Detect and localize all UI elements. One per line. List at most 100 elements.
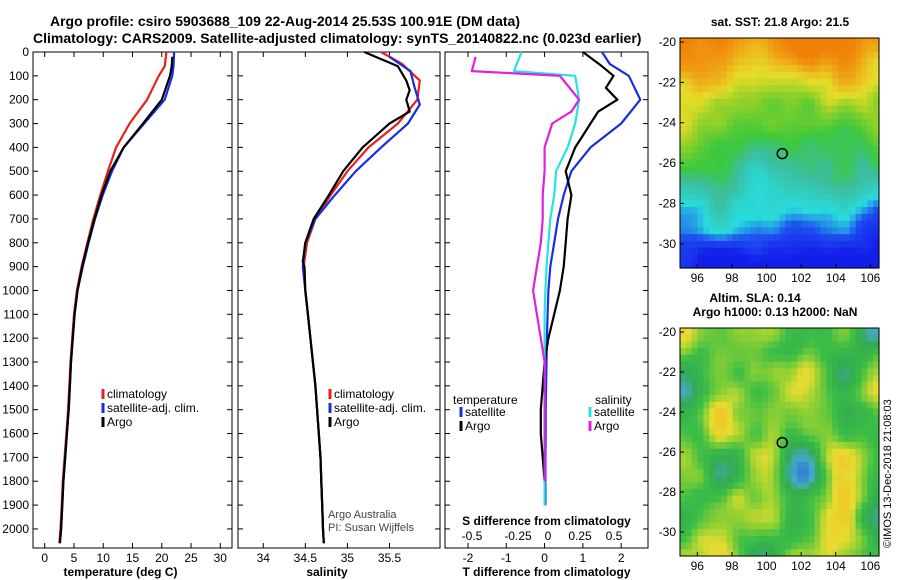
sst-map-cell <box>797 186 804 195</box>
sst-map-cell <box>855 220 863 229</box>
sla-map-cell <box>744 341 751 349</box>
sla-map-cell <box>680 354 687 363</box>
sst-map-cell <box>680 44 687 53</box>
sla-map-cell <box>849 549 857 557</box>
sst-map-cell <box>761 213 769 222</box>
sla-map-cell <box>738 388 745 396</box>
sst-map-cell <box>726 213 734 222</box>
sla-map-cell <box>779 368 786 376</box>
sla-map-cell <box>838 515 845 524</box>
sla-map-cell <box>761 542 769 550</box>
sst-map-cell <box>726 200 734 208</box>
sst-map-cell <box>867 200 874 208</box>
sla-map-cell <box>826 502 833 510</box>
sla-map-cell <box>685 421 693 430</box>
sla-map-cell <box>709 515 716 524</box>
sla-map-cell <box>808 401 816 410</box>
sla-map-cell <box>861 482 868 490</box>
sst-map-cell <box>720 173 728 181</box>
sst-map-cell <box>785 105 792 114</box>
sst-map-cell <box>855 261 863 269</box>
sst-map-cell <box>838 186 845 195</box>
sst-map-cell <box>826 186 833 195</box>
sst-map-cell <box>703 132 710 141</box>
sla-map-cell <box>703 529 710 537</box>
sla-map-cell <box>756 354 763 363</box>
sst-map-cell <box>838 85 845 93</box>
sst-map-cell <box>849 159 857 168</box>
sla-map-cell <box>791 455 798 463</box>
sst-map-cell <box>697 254 705 262</box>
sla-map-cell <box>779 455 786 463</box>
sla-map-cell <box>761 488 769 497</box>
sst-map-cell <box>750 153 757 161</box>
x-axis-label: salinity <box>306 565 348 579</box>
sla-map-cell <box>849 381 857 389</box>
sla-map-cell <box>791 488 798 497</box>
sst-map-cell <box>691 38 699 46</box>
x-tick-label: 10 <box>97 551 111 565</box>
sla-map-cell <box>797 428 804 436</box>
sla-map-cell <box>838 475 845 483</box>
sla-map-cell <box>756 368 763 376</box>
sla-map-cell <box>861 421 868 430</box>
sst-map-cell <box>685 139 693 147</box>
sla-map-cell <box>720 448 728 457</box>
sla-map-cell <box>691 408 699 416</box>
sst-map-cell <box>691 146 699 154</box>
sla-map-cell <box>703 462 710 470</box>
sla-map-cell <box>680 542 687 550</box>
sla-map-cell <box>873 428 880 436</box>
sst-map-cell <box>849 58 857 66</box>
sst-map-cell <box>855 44 863 53</box>
sla-map-cell <box>849 428 857 436</box>
sla-map-cell <box>761 348 769 356</box>
sla-map-cell <box>680 341 687 349</box>
sla-map-cell <box>820 374 827 383</box>
sst-map-cell <box>855 112 863 120</box>
sla-map-cell <box>709 488 716 497</box>
sst-map-cell <box>814 234 822 242</box>
sla-map-cell <box>761 334 769 343</box>
sst-map-cell <box>685 200 693 208</box>
sst-map-cell <box>861 125 868 134</box>
sst-map-cell <box>873 119 880 127</box>
sla-map-cell <box>832 415 839 423</box>
sla-map-cell <box>826 428 833 436</box>
sst-map-cell <box>797 247 804 256</box>
sla-map-cell <box>797 334 804 343</box>
sst-map-cell <box>855 146 863 154</box>
sla-map-cell <box>797 482 804 490</box>
sst-map-cell <box>820 159 827 168</box>
sst-map-cell <box>697 240 705 249</box>
sla-map-cell <box>873 475 880 483</box>
sla-map-cell <box>750 482 757 490</box>
sla-map-cell <box>820 435 827 443</box>
depth-tick-label: 900 <box>9 260 29 274</box>
sla-map-cell <box>715 328 722 336</box>
sst-map-cell <box>797 38 804 46</box>
sst-map-cell <box>709 159 716 168</box>
sla-map-cell <box>832 442 839 450</box>
sst-map-cell <box>750 58 757 66</box>
sla-map-cell <box>697 509 705 517</box>
sst-map-cell <box>832 207 839 215</box>
sst-map-cell <box>726 139 734 147</box>
sst-map-cell <box>808 112 816 120</box>
sst-map-cell <box>744 180 751 188</box>
sla-map-cell <box>680 361 687 369</box>
sla-map-cell <box>791 348 798 356</box>
sla-map-cell <box>873 535 880 544</box>
sla-map-cell <box>761 455 769 463</box>
sst-map-cell <box>720 234 728 242</box>
sst-map-cell <box>703 186 710 195</box>
sst-map-cell <box>797 105 804 114</box>
sst-map-cell <box>767 139 775 147</box>
sst-map-cell <box>738 78 745 86</box>
sla-map-cell <box>802 455 810 463</box>
sst-map-cell <box>838 98 845 107</box>
sla-map-cell <box>750 341 757 349</box>
sst-map-cell <box>873 132 880 141</box>
sst-map-cell <box>826 71 833 80</box>
sst-map-cell <box>802 112 810 120</box>
